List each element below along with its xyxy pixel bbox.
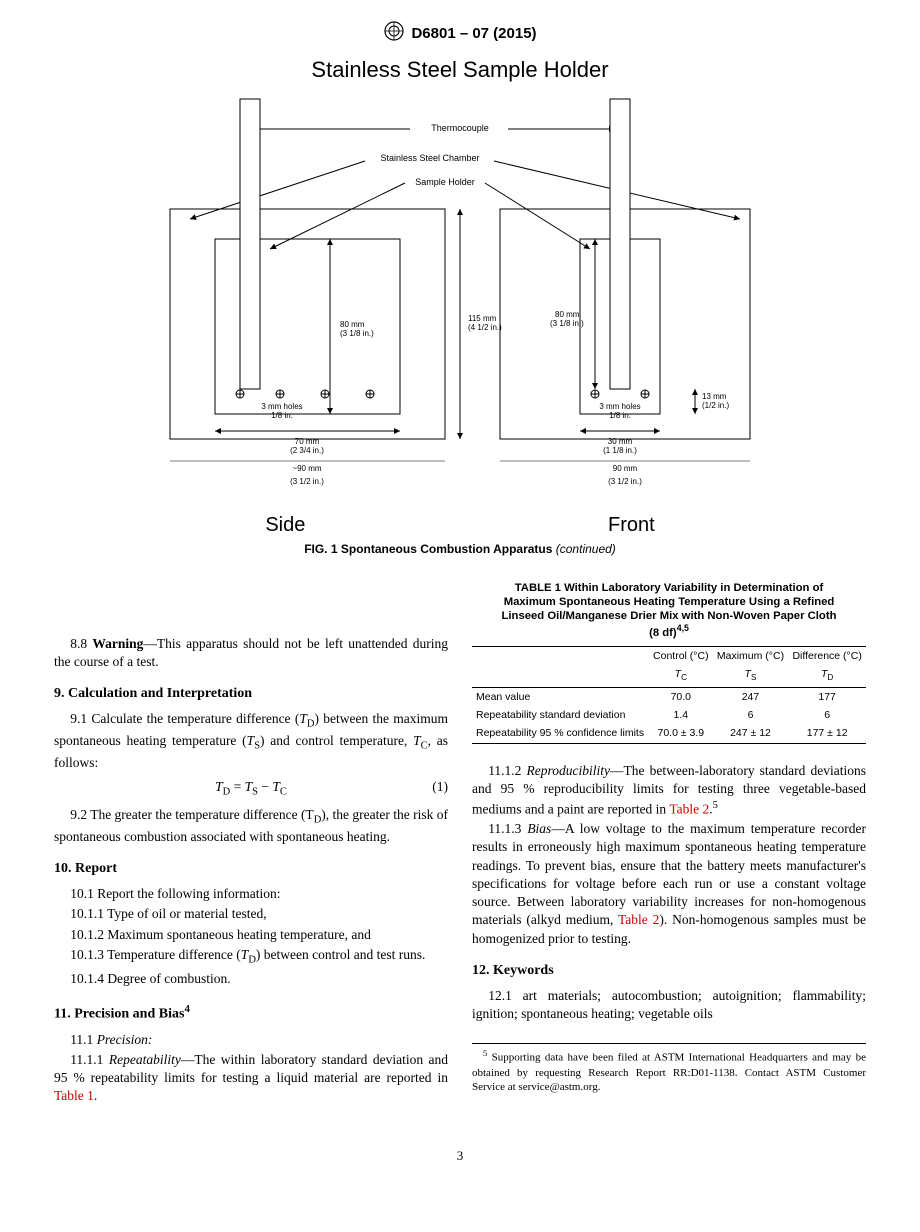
para-10.1.3: 10.1.3 Temperature difference (TD) betwe… bbox=[54, 946, 448, 968]
lbl-chamber: Stainless Steel Chamber bbox=[380, 153, 479, 163]
para-8.8: 8.8 Warning—This apparatus should not be… bbox=[54, 635, 448, 671]
para-11.1.3: 11.1.3 Bias—A low voltage to the maximum… bbox=[472, 820, 866, 948]
figure-title: Stainless Steel Sample Holder bbox=[54, 55, 866, 85]
para-9.2: 9.2 The greater the temperature differen… bbox=[54, 806, 448, 846]
para-10.1.2: 10.1.2 Maximum spontaneous heating tempe… bbox=[54, 926, 448, 944]
figure-caption: FIG. 1 Spontaneous Combustion Apparatus … bbox=[54, 541, 866, 557]
th-diff: Difference (°C) bbox=[788, 647, 866, 666]
svg-text:(3 1/8 in.): (3 1/8 in.) bbox=[340, 329, 374, 338]
svg-text:(3 1/2 in.): (3 1/2 in.) bbox=[290, 477, 324, 486]
svg-text:3 mm holes: 3 mm holes bbox=[261, 402, 302, 411]
designation: D6801 – 07 (2015) bbox=[411, 24, 536, 44]
table-row: Repeatability 95 % confidence limits 70.… bbox=[472, 724, 866, 744]
left-column: 8.8 Warning—This apparatus should not be… bbox=[54, 581, 448, 1107]
para-12.1: 12.1 art materials; autocombustion; auto… bbox=[472, 987, 866, 1023]
svg-text:80 mm: 80 mm bbox=[340, 320, 365, 329]
section-9-heading: 9. Calculation and Interpretation bbox=[54, 685, 448, 704]
astm-logo-icon bbox=[383, 20, 405, 49]
equation-1: TD = TS − TC (1) bbox=[54, 778, 448, 800]
footnote-5: 5 Supporting data have been filed at AST… bbox=[472, 1043, 866, 1095]
lbl-holder: Sample Holder bbox=[415, 177, 475, 187]
svg-text:(4 1/2 in.): (4 1/2 in.) bbox=[468, 323, 502, 332]
svg-text:30 mm: 30 mm bbox=[608, 437, 633, 446]
para-9.1: 9.1 Calculate the temperature difference… bbox=[54, 710, 448, 772]
para-10.1.4: 10.1.4 Degree of combustion. bbox=[54, 970, 448, 988]
para-11.1: 11.1 Precision: bbox=[54, 1031, 448, 1049]
body-columns: 8.8 Warning—This apparatus should not be… bbox=[54, 581, 866, 1107]
doc-header: D6801 – 07 (2015) bbox=[54, 20, 866, 49]
svg-text:(3 1/8 in.): (3 1/8 in.) bbox=[550, 319, 584, 328]
section-11-heading: 11. Precision and Bias4 bbox=[54, 1002, 448, 1025]
svg-text:(1 1/8 in.): (1 1/8 in.) bbox=[603, 446, 637, 455]
page-number: 3 bbox=[54, 1147, 866, 1165]
svg-text:3 mm holes: 3 mm holes bbox=[599, 402, 640, 411]
table-row: Mean value 70.0 247 177 bbox=[472, 687, 866, 706]
svg-text:70 mm: 70 mm bbox=[295, 437, 320, 446]
view-front: Front bbox=[608, 512, 655, 539]
section-12-heading: 12. Keywords bbox=[472, 962, 866, 981]
th-max: Maximum (°C) bbox=[713, 647, 789, 666]
para-10.1: 10.1 Report the following information: bbox=[54, 885, 448, 903]
th-control: Control (°C) bbox=[649, 647, 713, 666]
para-11.1.1: 11.1.1 Repeatability—The within laborato… bbox=[54, 1051, 448, 1106]
svg-text:80 mm: 80 mm bbox=[555, 310, 580, 319]
svg-text:~90 mm: ~90 mm bbox=[292, 464, 321, 473]
svg-text:(3 1/2 in.): (3 1/2 in.) bbox=[608, 477, 642, 486]
section-10-heading: 10. Report bbox=[54, 860, 448, 879]
table1-caption: TABLE 1 Within Laboratory Variability in… bbox=[472, 581, 866, 640]
link-table2-b[interactable]: Table 2 bbox=[618, 912, 659, 927]
svg-text:13 mm: 13 mm bbox=[702, 392, 727, 401]
table-row: Repeatability standard deviation 1.4 6 6 bbox=[472, 706, 866, 724]
svg-text:(1/2 in.): (1/2 in.) bbox=[702, 401, 729, 410]
table1: Control (°C) Maximum (°C) Difference (°C… bbox=[472, 646, 866, 744]
figure-view-labels: Side Front bbox=[54, 512, 866, 539]
link-table1[interactable]: Table 1 bbox=[54, 1088, 94, 1103]
figure-diagram: Thermocouple Stainless Steel Chamber Sam… bbox=[54, 89, 866, 514]
link-table2-a[interactable]: Table 2 bbox=[669, 801, 709, 816]
para-10.1.1: 10.1.1 Type of oil or material tested, bbox=[54, 905, 448, 923]
para-11.1.2: 11.1.2 Reproducibility—The between-labor… bbox=[472, 762, 866, 818]
svg-text:1/8 in.: 1/8 in. bbox=[609, 411, 631, 420]
svg-text:115 mm: 115 mm bbox=[468, 314, 497, 323]
svg-text:1/8 in.: 1/8 in. bbox=[271, 411, 293, 420]
lbl-thermocouple: Thermocouple bbox=[431, 123, 489, 133]
svg-text:(2 3/4 in.): (2 3/4 in.) bbox=[290, 446, 324, 455]
svg-text:90 mm: 90 mm bbox=[613, 464, 638, 473]
right-column: TABLE 1 Within Laboratory Variability in… bbox=[472, 581, 866, 1107]
view-side: Side bbox=[265, 512, 305, 539]
